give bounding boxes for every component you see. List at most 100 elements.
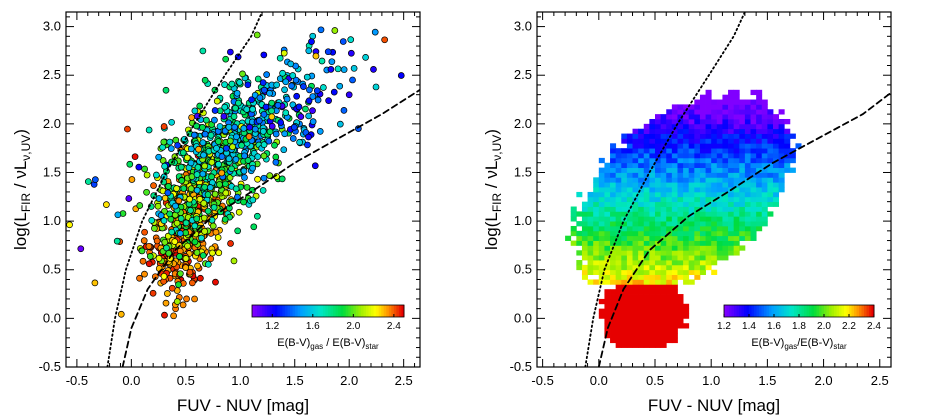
heatmap-cell [598, 269, 605, 276]
heatmap-cell [632, 303, 639, 310]
heatmap-cell [655, 128, 662, 134]
heatmap-cell [767, 162, 774, 169]
heatmap-cell [789, 153, 796, 159]
heatmap-cell [750, 89, 757, 96]
colorbar-segment [386, 305, 390, 317]
colorbar-segment [784, 305, 787, 317]
heatmap-cell [756, 138, 763, 144]
heatmap-cell [632, 206, 639, 212]
colorbar-segment [854, 305, 857, 317]
heatmap-cell [739, 245, 746, 251]
scatter-point [248, 96, 255, 104]
heatmap-cell [677, 104, 684, 110]
scatter-point [176, 253, 183, 260]
heatmap-cell [598, 235, 605, 241]
heatmap-cell [615, 289, 622, 295]
heatmap-cell [694, 167, 701, 173]
heatmap-cell [761, 133, 768, 139]
heatmap-cell [688, 245, 695, 251]
scatter-point [196, 102, 204, 110]
heatmap-cell [705, 211, 712, 217]
heatmap-cell [632, 167, 639, 173]
scatter-point [212, 278, 219, 286]
heatmap-cell [694, 104, 701, 110]
heatmap-cell [784, 143, 791, 149]
heatmap-cell [677, 182, 684, 188]
heatmap-cell [626, 235, 633, 241]
heatmap-cell [621, 153, 628, 159]
heatmap-cell [598, 264, 605, 271]
heatmap-cell [671, 118, 678, 125]
heatmap-cell [744, 221, 751, 227]
heatmap-cell [632, 221, 639, 227]
heatmap-cell [711, 191, 718, 198]
heatmap-cell [756, 114, 763, 120]
scatter-point [187, 159, 195, 167]
heatmap-cell [649, 279, 656, 285]
heatmap-cell [666, 269, 673, 276]
colorbar-label-part: /E(B-V) [797, 337, 833, 349]
heatmap-cell [699, 109, 706, 115]
heatmap-cell [593, 245, 600, 251]
heatmap-cell [626, 240, 633, 246]
heatmap-cell [711, 240, 718, 246]
scatter-point [227, 48, 234, 56]
heatmap-cell [598, 250, 605, 256]
scatter-point [168, 284, 176, 292]
panel-right: -0.5 0.0 0.5 1.0 1.5 2.0 2.5-0.50.00.51.01.52.… [482, 11, 892, 415]
heatmap-cell [604, 235, 611, 241]
heatmap-cell [626, 269, 633, 276]
heatmap-cell [655, 196, 662, 203]
colorbar-label-subscript: star [833, 342, 847, 351]
heatmap-cell [643, 298, 650, 305]
heatmap-cell [750, 104, 757, 110]
heatmap-cell [593, 216, 600, 222]
scatter-point [209, 222, 217, 230]
scatter-point [370, 66, 377, 73]
colorbar-segment [368, 305, 372, 317]
colorbar-segment [335, 305, 339, 317]
heatmap-cell [643, 279, 650, 285]
heatmap-cell [677, 109, 684, 115]
y-label-subscript: ν,UV [19, 135, 33, 161]
scatter-point [350, 64, 358, 72]
colorbar-segment [776, 305, 780, 317]
heatmap-cell [660, 172, 667, 178]
heatmap-cell [711, 269, 718, 276]
scatter-point [240, 167, 248, 175]
heatmap-cell [587, 235, 594, 241]
scatter-point [249, 105, 257, 113]
heatmap-cell [761, 191, 768, 198]
heatmap-cell [655, 332, 662, 339]
heatmap-cell [671, 128, 678, 134]
heatmap-cell [683, 225, 690, 232]
heatmap-cell [784, 118, 791, 125]
heatmap-cell [705, 191, 712, 198]
heatmap-cell [694, 221, 701, 227]
heatmap-cell [756, 167, 763, 173]
heatmap-cell [716, 255, 723, 261]
heatmap-cell [728, 177, 735, 183]
scatter-point [283, 95, 291, 103]
heatmap-cell [666, 221, 673, 227]
scatter-point [200, 151, 207, 159]
scatter-point [239, 70, 246, 78]
heatmap-cell [722, 221, 729, 227]
heatmap-cell [615, 235, 622, 241]
heatmap-cell [632, 225, 639, 232]
heatmap-cell [604, 328, 611, 334]
scatter-point [221, 103, 229, 111]
heatmap-cell [671, 313, 678, 319]
heatmap-cell [756, 94, 763, 100]
heatmap-cell [767, 123, 774, 130]
heatmap-cell [598, 216, 605, 222]
heatmap-cell [728, 89, 735, 96]
heatmap-cell [576, 235, 583, 241]
scatter-point [246, 123, 253, 131]
heatmap-cell [621, 206, 628, 212]
heatmap-cell [610, 211, 617, 217]
heatmap-cell [744, 104, 751, 110]
heatmap-cell [660, 298, 667, 305]
scatter-point [211, 116, 218, 124]
heatmap-cell [705, 143, 712, 149]
